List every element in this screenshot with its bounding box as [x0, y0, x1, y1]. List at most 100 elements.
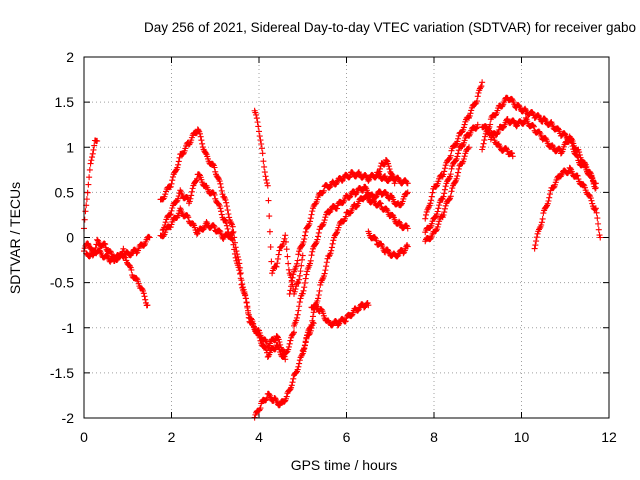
data-point: [223, 219, 230, 226]
data-point: [224, 225, 231, 232]
data-point: [295, 251, 302, 258]
data-point: [291, 288, 298, 295]
grid: [84, 57, 609, 418]
data-point: [290, 271, 297, 278]
data-point: [383, 205, 390, 212]
data-point: [223, 203, 230, 210]
y-tick-label: 0: [66, 230, 74, 246]
x-tick-label: 0: [80, 429, 88, 445]
data-point: [466, 144, 472, 151]
data-point: [288, 382, 295, 389]
data-point: [167, 211, 174, 218]
data-point: [274, 255, 281, 262]
data-point: [259, 150, 266, 157]
data-point: [301, 236, 308, 243]
data-point: [226, 214, 233, 221]
data-point: [315, 233, 322, 240]
series-arc-21: [531, 164, 604, 252]
data-point: [258, 145, 265, 152]
data-point: [346, 174, 353, 181]
data-point: [334, 205, 341, 212]
data-point: [460, 124, 467, 131]
data-point: [285, 260, 292, 267]
data-point: [509, 153, 516, 160]
data-point: [455, 150, 462, 157]
data-point: [91, 142, 98, 149]
data-point: [328, 247, 335, 254]
data-point: [300, 238, 307, 245]
data-point: [544, 200, 551, 207]
data-point: [263, 176, 270, 183]
series-arc-3: [83, 233, 153, 265]
data-point: [223, 199, 230, 206]
data-point: [522, 114, 529, 121]
data-point: [296, 299, 303, 306]
data-point: [218, 187, 225, 194]
data-point: [595, 220, 602, 227]
data-point: [323, 259, 330, 266]
data-point: [315, 295, 322, 302]
data-point: [231, 250, 238, 257]
data-point: [453, 175, 460, 182]
data-point: [533, 238, 540, 245]
data-point: [85, 181, 92, 188]
data-point: [398, 201, 405, 208]
data-point: [404, 243, 411, 250]
data-point: [253, 115, 260, 122]
data-point: [257, 405, 264, 412]
data-point: [195, 127, 202, 134]
data-point: [455, 132, 462, 139]
data-point: [592, 205, 599, 212]
x-axis-label: GPS time / hours: [291, 457, 398, 473]
data-point: [442, 183, 449, 190]
data-point: [267, 244, 274, 251]
data-point: [293, 314, 300, 321]
data-point: [266, 228, 273, 235]
data-point: [169, 173, 176, 180]
data-point: [285, 346, 292, 353]
data-point: [144, 302, 151, 309]
x-tick-label: 10: [514, 429, 530, 445]
series-arc-16: [422, 121, 481, 236]
data-point: [309, 248, 316, 255]
data-point: [532, 242, 539, 249]
data-point: [440, 193, 447, 200]
data-point: [261, 169, 268, 176]
data-point: [288, 283, 295, 290]
data-point: [175, 195, 182, 202]
data-point: [194, 231, 201, 238]
data-point: [353, 203, 360, 210]
data-point: [133, 275, 140, 282]
data-point: [285, 266, 292, 273]
data-point: [256, 133, 263, 140]
data-point: [441, 186, 448, 193]
data-point: [557, 173, 564, 180]
data-point: [455, 169, 462, 176]
data-point: [319, 276, 326, 283]
data-point: [261, 343, 268, 350]
data-point: [388, 193, 395, 200]
data-point: [404, 242, 411, 249]
data-point: [211, 223, 218, 230]
data-point: [285, 343, 292, 350]
data-point: [447, 193, 454, 200]
data-point: [81, 216, 88, 223]
data-point: [86, 174, 93, 181]
data-point: [236, 267, 243, 274]
x-tick-label: 8: [430, 429, 438, 445]
data-point: [309, 208, 316, 215]
data-point: [474, 98, 481, 105]
data-point: [229, 229, 236, 236]
series-arc-14: [374, 156, 398, 187]
data-point: [307, 257, 314, 264]
data-point: [310, 309, 317, 316]
data-point: [229, 229, 236, 236]
data-point: [316, 287, 323, 294]
data-point: [540, 210, 547, 217]
data-point: [479, 143, 486, 150]
series-arc-2: [81, 137, 101, 232]
data-point: [308, 211, 315, 218]
data-point: [441, 190, 448, 197]
data-point: [258, 140, 265, 147]
data-point: [455, 165, 462, 172]
